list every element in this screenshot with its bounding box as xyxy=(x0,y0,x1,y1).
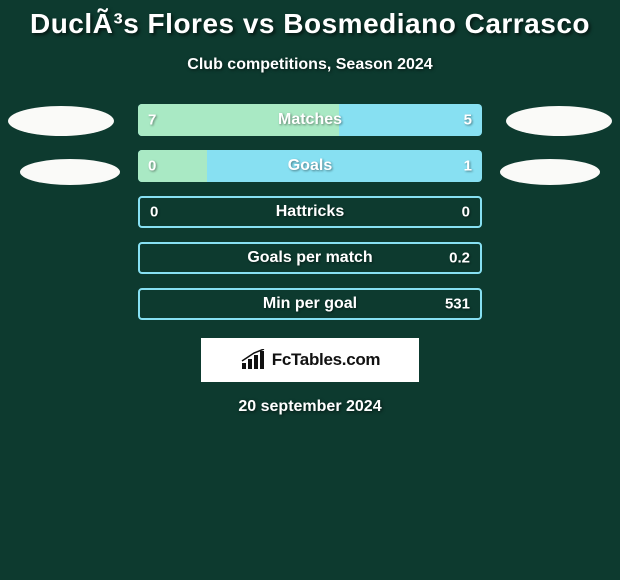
comparison-bars: 7Matches50Goals10Hattricks0Goals per mat… xyxy=(138,104,482,320)
comparison-region: 7Matches50Goals10Hattricks0Goals per mat… xyxy=(0,104,620,416)
crest-left-bottom xyxy=(20,159,120,185)
stat-label: Hattricks xyxy=(140,203,480,221)
stat-value-right: 5 xyxy=(464,112,472,129)
date-stamp: 20 september 2024 xyxy=(0,398,620,416)
stat-label: Goals xyxy=(138,157,482,175)
stat-label: Min per goal xyxy=(140,295,480,313)
stat-bar: Goals per match0.2 xyxy=(138,242,482,274)
stat-bar: 0Goals1 xyxy=(138,150,482,182)
stat-value-right: 0.2 xyxy=(449,250,470,267)
stat-value-right: 531 xyxy=(445,296,470,313)
stat-bar: Min per goal531 xyxy=(138,288,482,320)
page-subtitle: Club competitions, Season 2024 xyxy=(0,56,620,74)
attribution-text: FcTables.com xyxy=(272,350,381,370)
page-title: DuclÃ³s Flores vs Bosmediano Carrasco xyxy=(0,0,620,40)
crest-right-top xyxy=(506,106,612,136)
stat-value-right: 1 xyxy=(464,158,472,175)
crest-right-bottom xyxy=(500,159,600,185)
attribution-badge: FcTables.com xyxy=(201,338,419,382)
stat-value-right: 0 xyxy=(462,204,470,221)
crest-left-top xyxy=(8,106,114,136)
stat-bar: 0Hattricks0 xyxy=(138,196,482,228)
stat-label: Goals per match xyxy=(140,249,480,267)
stat-label: Matches xyxy=(138,111,482,129)
stat-bar: 7Matches5 xyxy=(138,104,482,136)
bars-icon xyxy=(240,349,266,371)
